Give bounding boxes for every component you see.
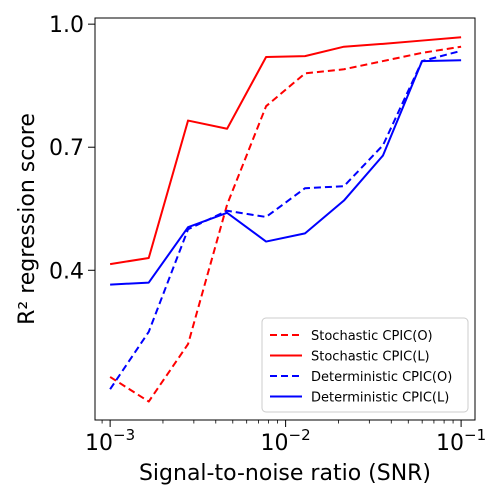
series-line-4 [110, 59, 462, 286]
x-tick-label-exponent: −1 [464, 426, 486, 444]
x-tick-label-base: 10 [436, 431, 464, 456]
x-tick-label-base: 10 [85, 431, 113, 456]
x-tick-label: 10−2 [261, 426, 311, 456]
x-axis-label: Signal-to-noise ratio (SNR) [139, 461, 431, 486]
legend-label-1: Stochastic CPIC(O) [311, 329, 433, 344]
series-line-3 [109, 49, 462, 390]
series-line-1 [109, 45, 462, 403]
y-axis-ticks: 0.4 0.7 1.0 [49, 13, 95, 284]
x-tick-label-base: 10 [261, 431, 289, 456]
legend-label-3: Deterministic CPIC(O) [311, 370, 452, 385]
x-tick-label: 10−3 [85, 426, 135, 456]
legend-box [261, 317, 469, 413]
legend: Stochastic CPIC(O) Stochastic CPIC(L) Dete… [261, 317, 469, 413]
y-tick-label: 1.0 [49, 13, 84, 38]
plot-area-frame [94, 17, 476, 421]
series-line-2 [109, 36, 462, 266]
y-tick-label: 0.7 [49, 136, 84, 161]
x-tick-label: 10−1 [436, 426, 486, 456]
legend-label-2: Stochastic CPIC(L) [311, 350, 430, 365]
series-layer [109, 36, 462, 403]
x-tick-label-exponent: −3 [113, 426, 135, 444]
y-axis-label: R² regression score [15, 113, 40, 325]
x-axis-ticks: 10−3 10−2 10−1 [85, 420, 486, 456]
y-tick-label: 0.4 [49, 259, 84, 284]
x-tick-label-exponent: −2 [289, 426, 311, 444]
legend-label-4: Deterministic CPIC(L) [311, 391, 449, 406]
